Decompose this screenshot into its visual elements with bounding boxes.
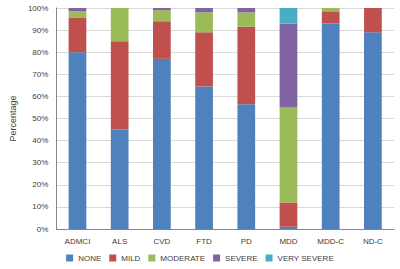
- svg-text:100%: 100%: [28, 4, 48, 13]
- svg-text:ND-C: ND-C: [363, 237, 383, 246]
- svg-text:MILD: MILD: [121, 254, 140, 263]
- svg-text:80%: 80%: [32, 48, 48, 57]
- svg-text:MDD-C: MDD-C: [317, 237, 344, 246]
- svg-text:CVD: CVD: [153, 237, 170, 246]
- svg-text:50%: 50%: [32, 114, 48, 123]
- svg-text:40%: 40%: [32, 136, 48, 145]
- svg-text:MDD: MDD: [279, 237, 297, 246]
- svg-text:30%: 30%: [32, 158, 48, 167]
- svg-text:ADMCI: ADMCI: [65, 237, 91, 246]
- svg-text:FTD: FTD: [196, 237, 212, 246]
- svg-text:MODERATE: MODERATE: [160, 254, 205, 263]
- svg-text:20%: 20%: [32, 180, 48, 189]
- svg-text:0%: 0%: [37, 225, 49, 234]
- svg-text:Percentage: Percentage: [8, 95, 18, 141]
- svg-text:60%: 60%: [32, 92, 48, 101]
- svg-text:VERY SEVERE: VERY SEVERE: [278, 254, 334, 263]
- svg-text:ALS: ALS: [112, 237, 127, 246]
- svg-text:NONE: NONE: [78, 254, 101, 263]
- svg-text:70%: 70%: [32, 70, 48, 79]
- svg-text:90%: 90%: [32, 26, 48, 35]
- svg-text:10%: 10%: [32, 202, 48, 211]
- svg-text:PD: PD: [241, 237, 252, 246]
- svg-text:SEVERE: SEVERE: [225, 254, 257, 263]
